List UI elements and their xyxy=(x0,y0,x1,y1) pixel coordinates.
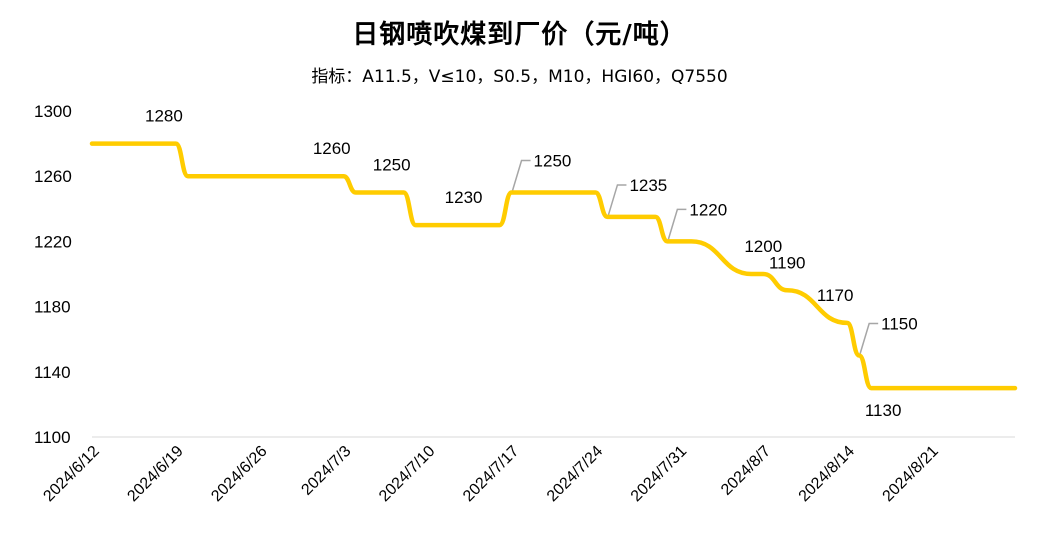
data-label: 1250 xyxy=(534,152,572,171)
leader-lines xyxy=(511,159,879,354)
leader-line xyxy=(667,208,687,240)
x-axis: 2024/6/12 2024/6/19 2024/6/26 2024/7/3 2024/… xyxy=(40,443,942,505)
chart-subtitle: 指标：A11.5，V≤10，S0.5，M10，HGI60，Q7550 xyxy=(311,67,728,87)
chart-title: 日钢喷吹煤到厂价（元/吨） xyxy=(352,20,687,50)
x-tick-label: 2024/7/17 xyxy=(460,443,522,505)
leader-line xyxy=(859,322,879,354)
x-tick-label: 2024/6/26 xyxy=(208,443,270,505)
data-label: 1235 xyxy=(629,176,667,195)
x-tick-label: 2024/8/14 xyxy=(796,443,858,505)
data-label: 1170 xyxy=(817,286,854,305)
data-label: 1260 xyxy=(313,139,351,158)
data-label: 1130 xyxy=(865,401,902,420)
x-tick-label: 2024/7/24 xyxy=(544,443,606,505)
data-label: 1220 xyxy=(689,200,727,219)
x-tick-label: 2024/6/12 xyxy=(40,443,102,505)
data-label: 1230 xyxy=(445,188,483,207)
data-label: 1150 xyxy=(881,315,918,334)
x-tick-label: 2024/7/3 xyxy=(298,443,354,499)
price-line xyxy=(89,141,1018,391)
x-tick-label: 2024/8/7 xyxy=(718,443,774,499)
y-axis: 1100 1140 1180 1220 1260 1300 xyxy=(34,102,72,447)
data-label: 1250 xyxy=(373,156,411,175)
y-tick-label: 1100 xyxy=(34,428,71,447)
y-tick-label: 1140 xyxy=(34,363,71,382)
y-tick-label: 1300 xyxy=(34,102,72,121)
series-group xyxy=(89,141,1018,391)
y-tick-label: 1180 xyxy=(34,298,71,317)
x-tick-label: 2024/7/10 xyxy=(376,443,438,505)
y-tick-label: 1220 xyxy=(34,232,72,251)
x-tick-label: 2024/8/21 xyxy=(880,443,942,505)
data-label: 1280 xyxy=(145,107,183,126)
data-label: 1200 xyxy=(744,237,782,256)
leader-line xyxy=(511,159,531,191)
data-label: 1190 xyxy=(769,253,806,272)
x-tick-label: 2024/6/19 xyxy=(124,443,186,505)
leader-line xyxy=(607,184,627,216)
y-tick-label: 1260 xyxy=(34,167,72,186)
x-tick-label: 2024/7/31 xyxy=(628,443,690,505)
